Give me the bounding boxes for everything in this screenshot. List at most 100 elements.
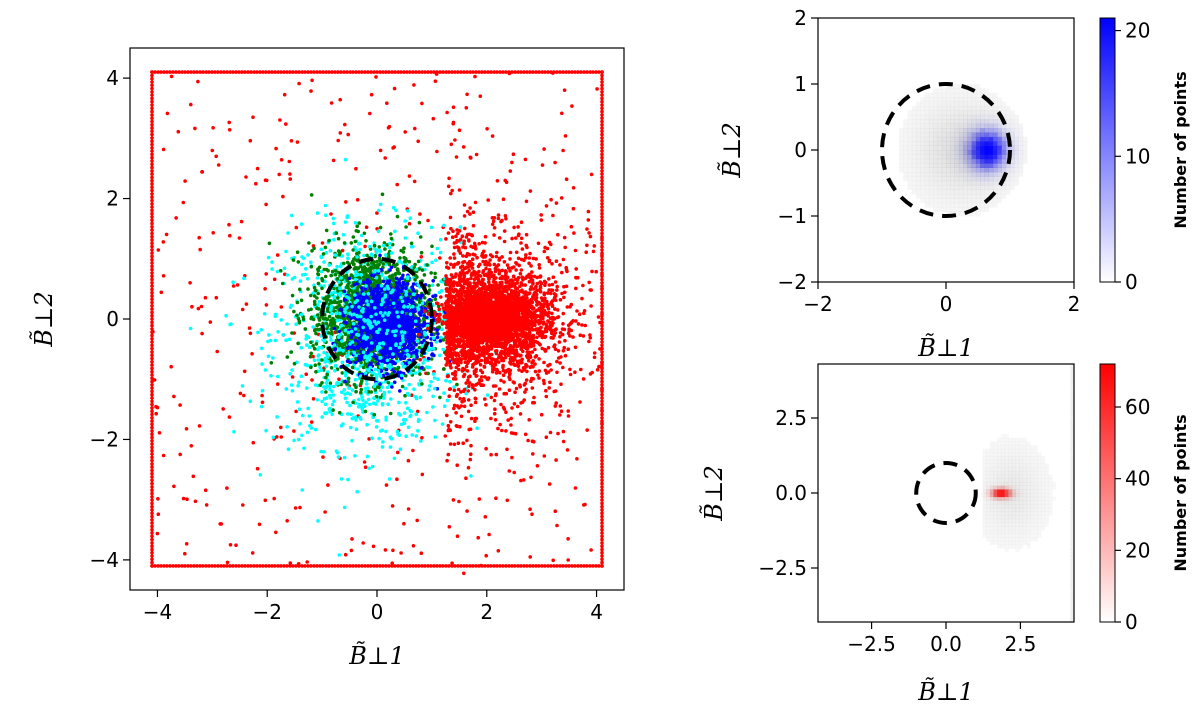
green-point: [324, 390, 328, 394]
cyan-point: [389, 251, 394, 255]
red-point: [585, 564, 589, 568]
cyan-point: [433, 386, 437, 391]
red-point: [345, 70, 349, 74]
cyan-point: [345, 305, 349, 310]
red-point: [600, 350, 604, 354]
red-point: [483, 70, 487, 74]
cyan-point: [323, 360, 328, 364]
cyan-point: [341, 348, 345, 353]
red-point: [600, 471, 604, 476]
red-point: [600, 96, 604, 101]
green-point: [298, 287, 302, 292]
red-point: [214, 295, 219, 300]
red-point: [600, 550, 604, 555]
cyan-point: [299, 262, 304, 267]
green-point: [372, 243, 377, 248]
green-point: [354, 385, 358, 390]
green-point: [292, 309, 296, 314]
blue-point: [363, 287, 368, 291]
green-point: [413, 277, 417, 282]
cyan-point: [305, 386, 309, 390]
cyan-point: [295, 400, 300, 404]
red-point: [275, 435, 279, 439]
red-point: [150, 195, 154, 199]
red-point: [489, 452, 493, 457]
cyan-point: [350, 340, 355, 344]
cyan-point: [343, 220, 348, 224]
blue-point: [382, 303, 387, 308]
red-point: [150, 392, 154, 397]
red-point: [150, 136, 154, 140]
cyan-point: [302, 256, 306, 261]
blue-point: [411, 309, 416, 314]
blue-point: [381, 321, 386, 326]
cyan-point: [410, 433, 415, 437]
green-point: [339, 343, 343, 348]
red-point: [199, 304, 204, 309]
cyan-point: [266, 255, 271, 260]
red-point: [150, 188, 154, 193]
red-point: [150, 178, 154, 183]
red-point: [375, 211, 379, 215]
blue-point: [407, 292, 412, 296]
blue-point: [433, 293, 438, 298]
cyan-point: [285, 425, 289, 429]
cyan-point: [273, 338, 278, 343]
green-point: [418, 235, 423, 239]
cyan-point: [357, 305, 361, 309]
green-point: [355, 224, 360, 229]
red-point: [242, 393, 246, 398]
red-point: [150, 155, 154, 160]
blue-point: [395, 302, 400, 307]
red-point: [150, 419, 154, 423]
green-point: [389, 232, 393, 236]
blue-point: [385, 345, 389, 350]
green-point: [314, 331, 318, 336]
red-point: [600, 195, 604, 199]
red-point: [258, 564, 262, 568]
red-point: [150, 192, 154, 196]
cyan-point: [440, 422, 445, 426]
red-point: [204, 564, 208, 568]
red-point: [246, 70, 250, 74]
red-point: [600, 159, 604, 163]
red-point: [234, 543, 238, 547]
cyan-point: [308, 424, 312, 428]
red-point: [150, 495, 154, 499]
red-point: [431, 116, 436, 121]
red-point: [477, 497, 482, 501]
red-point: [198, 70, 202, 74]
red-point: [558, 334, 562, 339]
cyan-point: [391, 329, 395, 334]
red-point: [540, 70, 544, 74]
red-point: [360, 564, 364, 568]
red-point: [234, 564, 238, 568]
red-point: [456, 70, 460, 74]
cyan-point: [327, 393, 332, 398]
cyan-point: [414, 267, 419, 272]
red-point: [275, 253, 280, 257]
green-point: [388, 411, 393, 416]
red-point: [600, 560, 604, 565]
red-point: [150, 93, 154, 97]
cyan-point: [343, 392, 347, 396]
red-point: [150, 300, 154, 305]
blue-point: [429, 341, 434, 346]
cyan-point: [365, 382, 369, 386]
red-point: [369, 564, 373, 568]
green-point: [427, 284, 432, 288]
red-point: [420, 101, 424, 106]
red-point: [159, 564, 163, 568]
red-point: [310, 378, 314, 382]
red-point: [292, 429, 296, 433]
green-point: [378, 395, 383, 400]
red-point: [315, 564, 319, 568]
red-point: [528, 555, 532, 559]
cyan-point: [355, 313, 359, 318]
green-point: [380, 192, 385, 197]
red-point: [565, 448, 570, 452]
cyan-point: [335, 318, 340, 323]
blue-point: [357, 358, 361, 363]
cyan-point: [319, 368, 324, 373]
red-point: [169, 74, 174, 79]
